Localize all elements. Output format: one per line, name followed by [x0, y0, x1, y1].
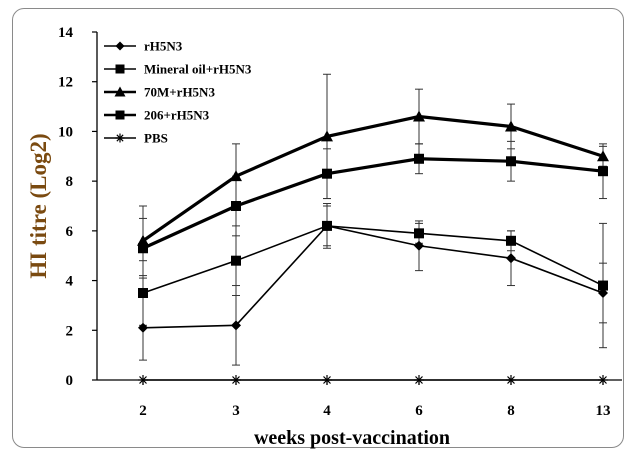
x-axis-label: weeks post-vaccination: [254, 427, 450, 449]
y-tick-label: 6: [66, 224, 74, 240]
y-tick-label: 0: [66, 373, 74, 389]
x-tick-label: 4: [323, 403, 331, 419]
x-tick-label: 3: [232, 403, 240, 419]
chart-frame: [12, 8, 624, 448]
x-tick-label: 6: [415, 403, 423, 419]
y-tick-label: 4: [66, 274, 74, 290]
asterisk-marker: [322, 375, 332, 385]
x-tick-label: 8: [507, 403, 515, 419]
diamond-marker: [506, 253, 516, 264]
asterisk-marker: [598, 375, 608, 385]
series-line: [142, 225, 604, 329]
legend-label: Mineral oil+rH5N3: [144, 62, 252, 77]
legend-label: 70M+rH5N3: [144, 85, 215, 100]
series-lines: [137, 110, 609, 385]
series-line: [142, 114, 604, 243]
triangle-marker: [505, 120, 517, 132]
series-line: [142, 225, 604, 294]
y-tick-label: 8: [66, 174, 74, 190]
y-tick-label: 14: [58, 25, 74, 41]
asterisk-marker: [115, 133, 125, 143]
y-tick-label: 12: [58, 75, 73, 91]
asterisk-marker: [138, 375, 148, 385]
legend-label: 206+rH5N3: [144, 108, 210, 123]
asterisk-marker: [506, 375, 516, 385]
x-tick-label: 13: [596, 403, 611, 419]
square-marker: [598, 166, 608, 177]
legend: rH5N3 Mineral oil+rH5N3 70M+rH5N3 206+rH5N3…: [104, 39, 252, 146]
square-marker: [231, 201, 241, 211]
square-marker: [115, 64, 125, 74]
triangle-marker: [321, 130, 333, 142]
triangle-marker: [137, 234, 149, 246]
legend-label: rH5N3: [144, 39, 183, 54]
triangle-marker: [413, 110, 425, 122]
diamond-marker: [115, 41, 125, 51]
square-marker: [506, 235, 516, 246]
square-marker: [414, 228, 424, 239]
triangle-marker: [114, 86, 126, 97]
square-marker: [138, 288, 148, 298]
diamond-marker: [138, 322, 148, 333]
square-marker: [138, 243, 148, 254]
y-tick-label: 10: [58, 124, 73, 140]
triangle-marker: [597, 150, 609, 162]
square-marker: [414, 153, 424, 164]
square-marker: [322, 220, 332, 231]
diamond-marker: [231, 320, 241, 331]
triangle-marker: [230, 170, 242, 182]
asterisk-marker: [231, 375, 241, 385]
y-tick-label: 2: [66, 323, 74, 339]
series-line: [142, 157, 604, 250]
y-axis-label: HI titre (Log2): [26, 133, 51, 278]
square-marker: [322, 168, 332, 179]
square-marker: [598, 280, 608, 291]
x-tick-label: 2: [139, 403, 147, 419]
diamond-marker: [414, 240, 424, 251]
legend-label: PBS: [144, 131, 168, 146]
square-marker: [115, 110, 125, 120]
square-marker: [506, 156, 516, 167]
asterisk-marker: [414, 375, 424, 385]
square-marker: [231, 255, 241, 266]
